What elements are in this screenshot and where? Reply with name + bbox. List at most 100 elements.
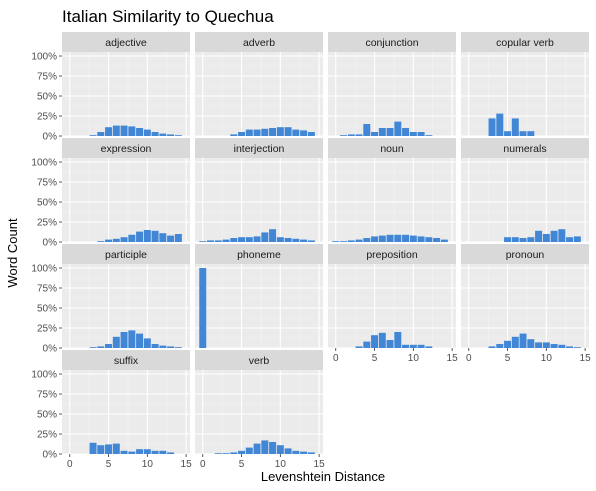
bar — [159, 233, 167, 242]
bar — [402, 128, 410, 136]
bar — [573, 347, 581, 348]
bar — [433, 238, 441, 242]
bar — [573, 236, 581, 242]
y-tick-label: 25% — [37, 218, 57, 229]
bar — [245, 237, 253, 242]
facet-strip-label: conjunction — [365, 37, 418, 49]
panel-background — [62, 52, 190, 136]
facet-strip-label: expression — [101, 143, 152, 155]
bar — [292, 238, 300, 242]
facet-strip — [195, 350, 323, 370]
bar — [504, 237, 512, 242]
x-tick-label: 10 — [541, 353, 553, 364]
bar — [386, 234, 394, 242]
bar — [261, 128, 269, 136]
facet-adjective: adjective 0% 25% 50% 75% 100% — [31, 32, 190, 143]
x-tick-label: 15 — [447, 353, 459, 364]
bar — [174, 135, 182, 136]
facet-strip — [62, 32, 190, 52]
bar — [386, 128, 394, 136]
bar — [347, 240, 355, 242]
x-tick-label: 10 — [275, 459, 287, 470]
bar — [269, 229, 277, 242]
facet-strip — [461, 32, 589, 52]
bar — [105, 127, 113, 136]
bar — [159, 345, 167, 348]
bar — [307, 452, 315, 454]
bar — [199, 241, 207, 242]
bar — [300, 239, 308, 242]
bar — [332, 241, 340, 242]
bar — [378, 128, 386, 136]
bar — [143, 230, 151, 242]
bar — [409, 132, 417, 136]
bar — [276, 127, 284, 136]
bar — [425, 135, 433, 136]
bar — [276, 445, 284, 454]
bar — [143, 129, 151, 136]
bar — [511, 336, 519, 348]
y-tick-label: 25% — [37, 324, 57, 335]
bar — [89, 135, 97, 136]
bar — [496, 344, 504, 348]
bar — [340, 241, 348, 242]
facet-strip-label: adverb — [243, 37, 275, 49]
bar — [174, 234, 182, 242]
bar — [394, 234, 402, 242]
bar — [511, 237, 519, 242]
bar — [394, 332, 402, 348]
panel-background — [62, 158, 190, 242]
y-tick-label: 25% — [37, 430, 57, 441]
bar — [519, 333, 527, 348]
facet-strip-label: numerals — [503, 143, 546, 155]
bar — [488, 118, 496, 136]
y-axis-title: Word Count — [5, 218, 20, 288]
facet-strip-label: copular verb — [496, 37, 554, 49]
bar — [409, 235, 417, 242]
bar — [167, 452, 175, 454]
bar — [488, 346, 496, 348]
facet-strip — [328, 244, 456, 264]
y-tick-label: 0% — [43, 450, 58, 461]
bar — [440, 239, 448, 242]
bar — [112, 336, 120, 348]
x-tick-label: 5 — [239, 459, 245, 470]
x-tick-label: 0 — [200, 459, 206, 470]
bar — [417, 344, 425, 348]
bar — [199, 268, 207, 348]
panel-background — [195, 158, 323, 242]
bar — [97, 346, 105, 348]
panel-background — [195, 370, 323, 454]
bar — [371, 335, 379, 348]
bar — [276, 237, 284, 242]
y-tick-label: 100% — [31, 370, 57, 381]
bar — [230, 452, 238, 454]
y-tick-label: 100% — [31, 264, 57, 275]
bar — [386, 340, 394, 348]
facet-strip — [62, 138, 190, 158]
bar — [394, 121, 402, 136]
bar — [128, 330, 136, 348]
facet-strip — [195, 244, 323, 264]
bar — [566, 346, 574, 348]
bar — [371, 132, 379, 136]
bar — [143, 338, 151, 348]
bar — [214, 453, 222, 454]
bar — [269, 128, 277, 136]
x-tick-label: 0 — [466, 353, 472, 364]
bar — [112, 238, 120, 242]
bar — [143, 449, 151, 454]
y-tick-label: 25% — [37, 112, 57, 123]
bar — [136, 333, 144, 348]
bar — [519, 238, 527, 242]
facet-phoneme: phoneme — [195, 244, 323, 349]
bar — [136, 231, 144, 242]
facet-adverb: adverb — [195, 32, 323, 137]
bar — [159, 133, 167, 136]
bar — [120, 332, 128, 348]
facet-strip-label: phoneme — [237, 249, 281, 261]
panel-background — [62, 370, 190, 454]
bar — [207, 240, 215, 242]
facet-strip — [62, 350, 190, 370]
